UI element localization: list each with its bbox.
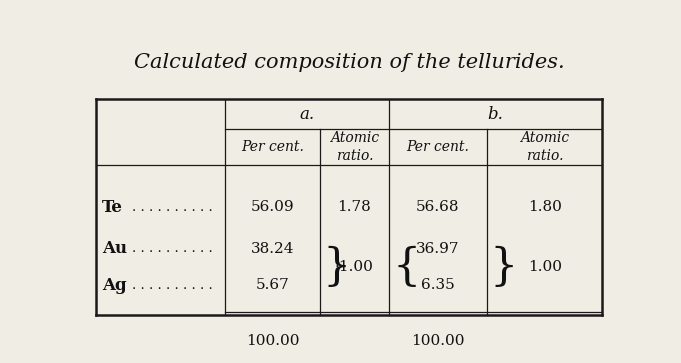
Text: ·1.00: ·1.00 bbox=[335, 260, 374, 274]
Text: . . . . . . . . . .: . . . . . . . . . . bbox=[131, 201, 212, 213]
Text: . . . . . . . . . .: . . . . . . . . . . bbox=[131, 242, 212, 256]
Text: Te: Te bbox=[102, 199, 123, 216]
Text: 36.97: 36.97 bbox=[416, 242, 460, 256]
Text: 1.80: 1.80 bbox=[528, 200, 562, 214]
Text: Ag: Ag bbox=[102, 277, 127, 294]
Text: 56.68: 56.68 bbox=[416, 200, 460, 214]
Text: }: } bbox=[490, 246, 518, 289]
Text: 1.00: 1.00 bbox=[528, 260, 562, 274]
Text: {: { bbox=[393, 246, 421, 289]
Text: . . . . . . . . . .: . . . . . . . . . . bbox=[131, 279, 212, 292]
Text: 56.09: 56.09 bbox=[251, 200, 294, 214]
Text: 100.00: 100.00 bbox=[246, 334, 299, 348]
Text: 5.67: 5.67 bbox=[255, 278, 289, 292]
Text: Per cent.: Per cent. bbox=[407, 140, 469, 154]
Text: 38.24: 38.24 bbox=[251, 242, 294, 256]
Text: Atomic
ratio.: Atomic ratio. bbox=[330, 131, 379, 163]
Text: Per cent.: Per cent. bbox=[241, 140, 304, 154]
Text: }: } bbox=[323, 246, 351, 289]
Text: 100.00: 100.00 bbox=[411, 334, 464, 348]
Text: Calculated composition of the tellurides.: Calculated composition of the tellurides… bbox=[133, 53, 565, 72]
Text: a.: a. bbox=[299, 106, 315, 123]
Text: b.: b. bbox=[488, 106, 503, 123]
Text: Au: Au bbox=[102, 241, 127, 257]
Text: Atomic
ratio.: Atomic ratio. bbox=[520, 131, 569, 163]
Text: 1.78: 1.78 bbox=[337, 200, 371, 214]
Text: 6.35: 6.35 bbox=[421, 278, 455, 292]
